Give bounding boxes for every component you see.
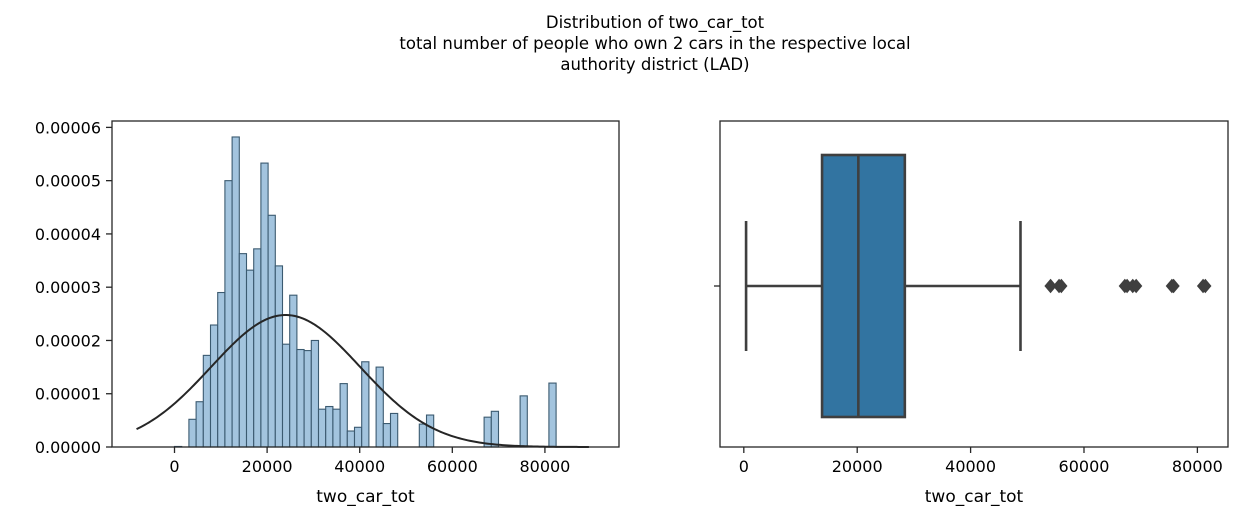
boxplot-box-group <box>744 153 1022 419</box>
boxplot-outlier <box>1129 278 1143 294</box>
histogram-axes-frame <box>111 120 620 448</box>
x-tick-label: 40000 <box>945 457 996 476</box>
x-tick-label: 0 <box>169 457 179 476</box>
boxplot-outlier <box>1044 278 1057 294</box>
y-tick-label: 0.00002 <box>35 331 101 350</box>
y-tick-label: 0.00006 <box>35 118 101 137</box>
x-axis-ticks: 0 20000 40000 60000 80000 <box>169 447 570 476</box>
y-tick-label: 0.00003 <box>35 278 101 297</box>
x-tick-label: 80000 <box>519 457 570 476</box>
density-curve <box>136 314 589 448</box>
boxplot-box <box>820 153 907 419</box>
boxplot-x-axis-ticks: 0 20000 40000 60000 80000 <box>739 447 1223 476</box>
y-tick-label: 0.00004 <box>35 225 101 244</box>
boxplot-x-axis-label: two_car_tot <box>925 487 1024 507</box>
x-tick-label: 60000 <box>1059 457 1110 476</box>
figure-title: Distribution of two_car_tot total number… <box>0 12 1244 75</box>
boxplot-outliers <box>1044 278 1212 294</box>
figure-title-line-3: authority district (LAD) <box>560 55 750 74</box>
x-tick-label: 20000 <box>832 457 883 476</box>
x-tick-label: 20000 <box>242 457 293 476</box>
boxplot-axes-frame <box>719 120 1229 448</box>
x-tick-label: 60000 <box>427 457 478 476</box>
x-tick-label: 40000 <box>334 457 385 476</box>
x-tick-label: 80000 <box>1172 457 1223 476</box>
y-tick-label: 0.00000 <box>35 438 101 457</box>
boxplot-outlier <box>1199 278 1212 294</box>
figure-title-line-1: Distribution of two_car_tot <box>545 13 765 32</box>
boxplot-outlier <box>1055 278 1068 294</box>
histogram-bars <box>173 136 557 448</box>
boxplot-outlier <box>1167 278 1180 294</box>
x-tick-label: 0 <box>739 457 749 476</box>
y-tick-label: 0.00005 <box>35 172 101 191</box>
y-tick-label: 0.00001 <box>35 385 101 404</box>
y-axis-ticks: 0.00000 0.00001 0.00002 0.00003 0.00004 0.000… <box>35 118 112 457</box>
figure-title-line-2: total number of people who own 2 cars in… <box>399 34 911 53</box>
histogram-x-axis-label: two_car_tot <box>316 487 415 507</box>
